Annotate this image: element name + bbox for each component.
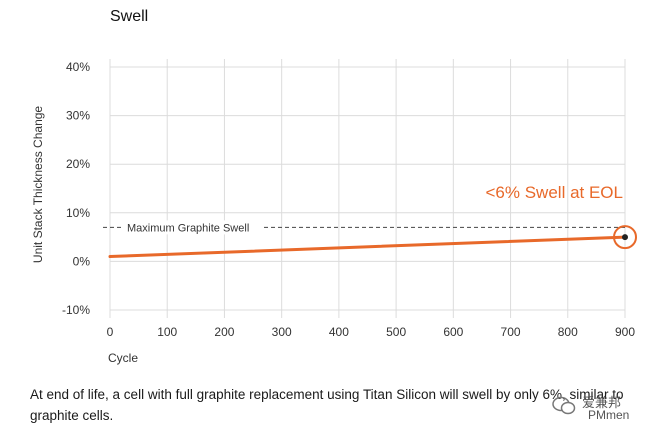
y-tick-labels: -10% 0% 10% 20% 30% 40%: [62, 60, 90, 317]
y-tick-label: -10%: [62, 303, 90, 317]
x-tick-label: 900: [615, 325, 635, 339]
x-tick-label: 400: [329, 325, 349, 339]
x-tick-label: 600: [443, 325, 463, 339]
y-tick-label: 30%: [66, 109, 90, 123]
x-tick-label: 800: [558, 325, 578, 339]
y-tick-label: 40%: [66, 60, 90, 74]
eol-point: [622, 234, 628, 241]
eol-highlight-ring: [613, 225, 637, 250]
x-tick-label: 0: [107, 325, 114, 339]
y-tick-label: 10%: [66, 206, 90, 220]
x-axis-title: Cycle: [108, 351, 138, 365]
caption-text: At end of life, a cell with full graphit…: [30, 387, 624, 423]
x-tick-label: 700: [501, 325, 521, 339]
y-tick-label: 20%: [66, 157, 90, 171]
watermark: 爱兼邦 PMmen: [548, 390, 644, 426]
watermark-text-2: PMmen: [588, 408, 630, 422]
watermark-text-1: 爱兼邦: [582, 395, 622, 410]
series-lines: [108, 235, 627, 259]
x-tick-labels: 0 100 200 300 400 500 600 700 800 900: [107, 325, 636, 339]
y-tick-label: 0%: [73, 254, 91, 268]
eol-annotation: <6% Swell at EOL: [486, 183, 624, 202]
grid-lines: [109, 59, 626, 318]
swell-chart: -10% 0% 10% 20% 30% 40% 0 100 200 300 400 500 600 70…: [31, 59, 637, 365]
chart-title: Swell: [110, 8, 149, 25]
x-tick-label: 300: [272, 325, 292, 339]
reference-label-background: [121, 220, 261, 235]
series-line: [108, 235, 627, 259]
x-tick-label: 200: [214, 325, 234, 339]
reference-line-label: Maximum Graphite Swell: [127, 222, 249, 234]
chat-bubble-icon: [552, 396, 576, 415]
x-tick-label: 500: [386, 325, 406, 339]
y-axis-title: Unit Stack Thickness Change: [31, 106, 45, 264]
x-tick-label: 100: [157, 325, 177, 339]
